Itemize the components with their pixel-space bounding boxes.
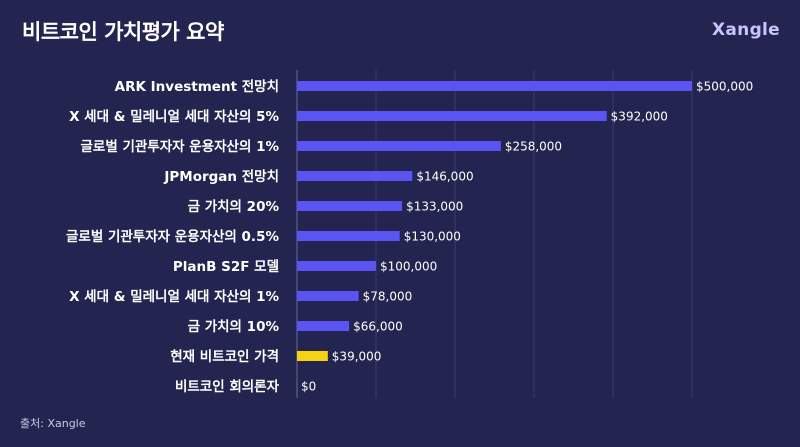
category-label: 금 가치의 20% (188, 198, 280, 215)
bar (297, 291, 359, 301)
category-label: 현재 비트코인 가격 (170, 348, 279, 365)
category-label: ARK Investment 전망치 (115, 78, 279, 95)
value-label: $258,000 (505, 140, 562, 154)
value-label: $130,000 (404, 230, 461, 244)
category-label: 글로벌 기관투자자 운용자산의 1% (81, 138, 280, 155)
category-label: X 세대 & 밀레니얼 세대 자산의 1% (69, 288, 279, 305)
bar (297, 351, 328, 361)
category-label: X 세대 & 밀레니얼 세대 자산의 5% (69, 108, 279, 125)
category-label: PlanB S2F 모델 (173, 259, 279, 275)
bar (297, 141, 501, 151)
value-label: $100,000 (380, 260, 437, 274)
page-title: 비트코인 가치평가 요약 (22, 20, 224, 44)
value-label: $78,000 (363, 290, 413, 304)
bar (297, 201, 403, 211)
category-label: 금 가치의 10% (188, 318, 280, 335)
bar (297, 231, 400, 241)
value-label: $39,000 (332, 350, 382, 364)
source-note: 출처: Xangle (20, 417, 86, 430)
category-label: 글로벌 기관투자자 운용자산의 0.5% (66, 228, 279, 245)
category-label: JPMorgan 전망치 (163, 168, 279, 185)
bar (297, 81, 692, 91)
value-label: $66,000 (353, 320, 403, 334)
bar (297, 111, 607, 121)
category-label: 비트코인 회의론자 (175, 378, 280, 395)
value-label: $146,000 (416, 170, 473, 184)
brand-logo: Xangle (711, 20, 780, 40)
bar (297, 171, 413, 181)
value-label: $133,000 (406, 200, 463, 214)
bar (297, 261, 376, 271)
bar (297, 321, 350, 331)
value-label: $392,000 (611, 110, 668, 124)
value-label: $0 (301, 380, 316, 394)
value-label: $500,000 (696, 80, 753, 94)
